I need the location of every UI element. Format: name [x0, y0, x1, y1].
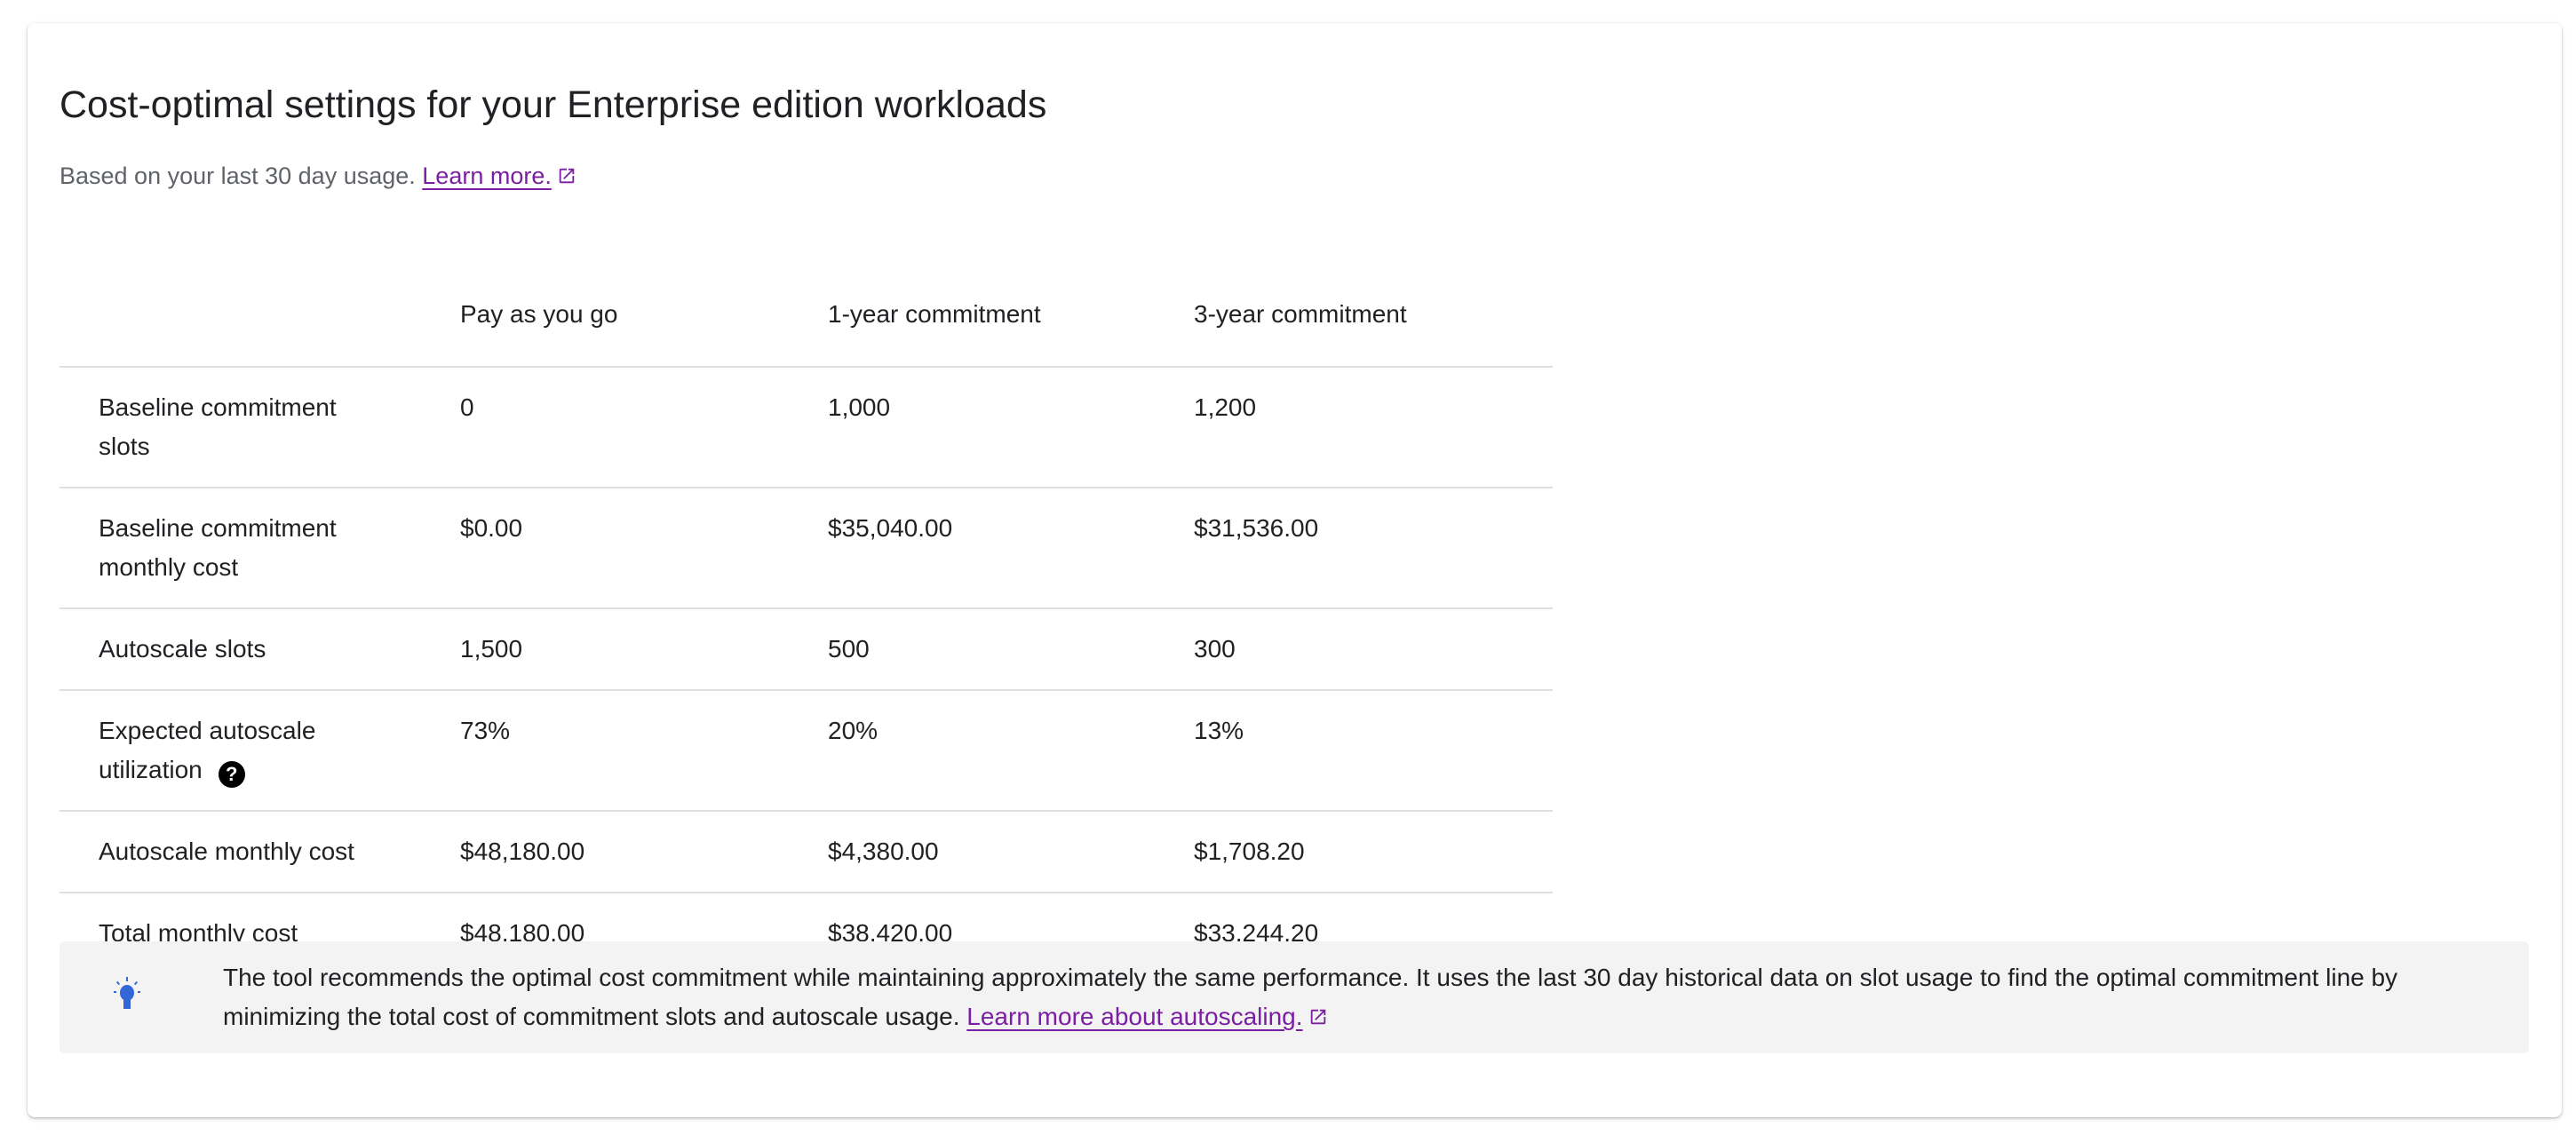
row-label: Expected autoscale utilization? — [99, 711, 365, 790]
table-row: Autoscale slots 1,500 500 300 — [60, 608, 1553, 691]
learn-more-link[interactable]: Learn more. — [422, 163, 552, 189]
cost-comparison-table: Pay as you go 1-year commitment 3-year c… — [60, 263, 1553, 973]
cell: $1,708.20 — [1194, 811, 1553, 893]
header-empty — [60, 263, 460, 368]
header-1-year: 1-year commitment — [828, 263, 1194, 368]
cell: $0.00 — [460, 488, 828, 609]
table-row: Baseline commitment slots 0 1,000 1,200 — [60, 367, 1553, 488]
table-row: Expected autoscale utilization? 73% 20% … — [60, 690, 1553, 812]
cell: 13% — [1194, 690, 1553, 812]
cell: 300 — [1194, 608, 1553, 691]
subtitle-text: Based on your last 30 day usage. — [60, 163, 423, 189]
row-label: Baseline commitment monthly cost — [99, 514, 337, 581]
row-label-text: Expected autoscale utilization — [99, 717, 316, 783]
row-label: Autoscale monthly cost — [99, 837, 354, 865]
cell: 1,000 — [828, 367, 1194, 488]
row-label: Autoscale slots — [99, 635, 266, 663]
cell: 73% — [460, 690, 828, 812]
table-header-row: Pay as you go 1-year commitment 3-year c… — [60, 263, 1553, 368]
external-link-icon — [1310, 1009, 1325, 1025]
cost-optimal-settings-card: Cost-optimal settings for your Enterpris… — [28, 23, 2562, 1117]
table-row: Autoscale monthly cost $48,180.00 $4,380… — [60, 811, 1553, 893]
external-link-icon — [559, 168, 575, 184]
row-label: Baseline commitment slots — [99, 393, 337, 460]
learn-more-autoscaling-link[interactable]: Learn more about autoscaling. — [966, 1003, 1303, 1030]
header-pay-as-you-go: Pay as you go — [460, 263, 828, 368]
cell: 0 — [460, 367, 828, 488]
help-icon[interactable]: ? — [218, 761, 245, 788]
info-banner: The tool recommends the optimal cost com… — [60, 941, 2529, 1053]
cell: $48,180.00 — [460, 811, 828, 893]
table-row: Baseline commitment monthly cost $0.00 $… — [60, 488, 1553, 609]
header-3-year: 3-year commitment — [1194, 263, 1553, 368]
info-text: The tool recommends the optimal cost com… — [223, 958, 2497, 1036]
cell: $35,040.00 — [828, 488, 1194, 609]
cell: $4,380.00 — [828, 811, 1194, 893]
cell: 1,500 — [460, 608, 828, 691]
cell: 20% — [828, 690, 1194, 812]
subtitle: Based on your last 30 day usage. Learn m… — [60, 158, 576, 194]
page-title: Cost-optimal settings for your Enterpris… — [60, 83, 1047, 126]
lightbulb-icon — [114, 977, 140, 1009]
cell: 1,200 — [1194, 367, 1553, 488]
info-body: The tool recommends the optimal cost com… — [223, 964, 2398, 1030]
cell: 500 — [828, 608, 1194, 691]
cell: $31,536.00 — [1194, 488, 1553, 609]
